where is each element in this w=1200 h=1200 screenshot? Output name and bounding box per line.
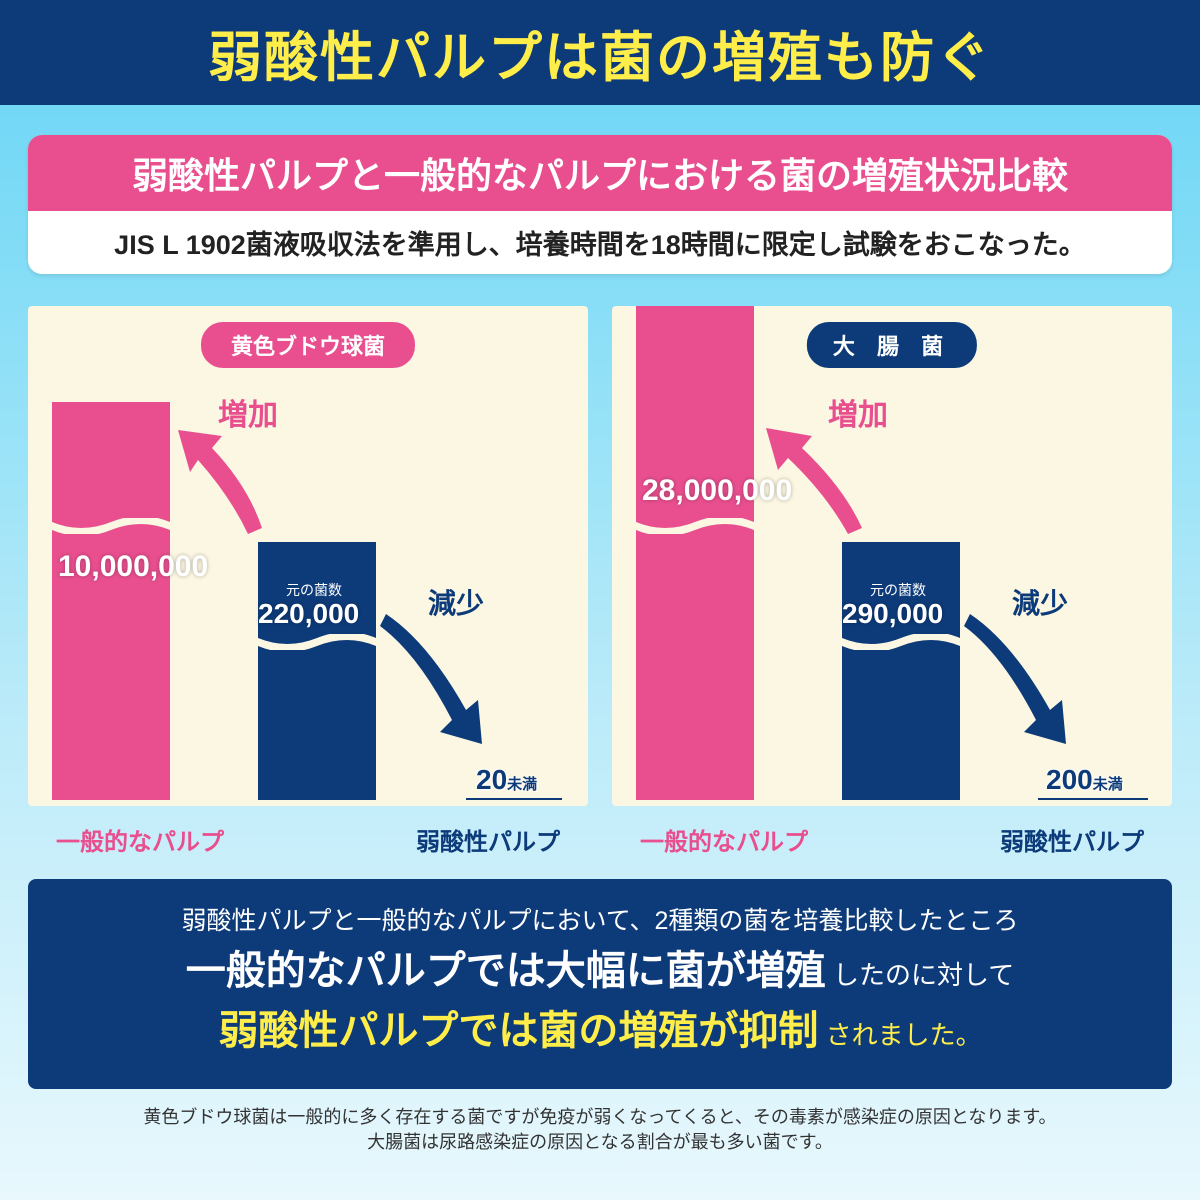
decrease-arrow-icon: [378, 602, 508, 752]
footnote-line1: 黄色ブドウ球菌は一般的に多く存在する菌ですが免疫が弱くなってくると、その毒素が感…: [30, 1105, 1170, 1130]
chart-staph: 黄色ブドウ球菌 10,000,000 元の菌数 220,000 増加 減少: [28, 306, 588, 806]
legend-right: 一般的なパルプ 弱酸性パルプ: [612, 822, 1172, 857]
bar1-value: 10,000,000: [58, 550, 208, 584]
summary-big-white: 一般的なパルプでは大幅に菌が増殖: [186, 949, 826, 993]
chart-ecoli: 大 腸 菌 28,000,000 元の菌数 290,000 増加 減少: [612, 306, 1172, 806]
subtitle-pink: 弱酸性パルプと一般的なパルプにおける菌の増殖状況比較: [28, 135, 1172, 211]
summary-box: 弱酸性パルプと一般的なパルプにおいて、2種類の菌を培養比較したところ 一般的なパ…: [28, 879, 1172, 1089]
subtitle-box: 弱酸性パルプと一般的なパルプにおける菌の増殖状況比較 JIS L 1902菌液吸…: [28, 135, 1172, 274]
increase-arrow-icon: [758, 416, 878, 546]
small-value-r: 200未満: [1046, 764, 1123, 796]
bar-acidic-pulp-staph: 元の菌数 220,000: [258, 542, 376, 800]
legend-general-r: 一般的なパルプ: [640, 822, 808, 857]
legend-row: 一般的なパルプ 弱酸性パルプ 一般的なパルプ 弱酸性パルプ: [0, 810, 1200, 857]
header-banner: 弱酸性パルプは菌の増殖も防ぐ: [0, 0, 1200, 105]
subtitle-methodology: JIS L 1902菌液吸収法を準用し、培養時間を18時間に限定し試験をおこなっ…: [28, 211, 1172, 274]
origin-label-r: 元の菌数: [870, 580, 926, 600]
small-underline-r: [1038, 798, 1148, 800]
bar2-value-r: 290,000: [842, 598, 943, 630]
summary-line2: 一般的なパルプでは大幅に菌が増殖 したのに対して: [54, 941, 1146, 1001]
chart-area-left: 10,000,000 元の菌数 220,000 増加 減少 20未満: [28, 306, 588, 806]
summary-line1: 弱酸性パルプと一般的なパルプにおいて、2種類の菌を培養比較したところ: [54, 903, 1146, 941]
bar2-value: 220,000: [258, 598, 359, 630]
bar-general-pulp-staph: 10,000,000: [52, 402, 170, 800]
small-underline: [466, 798, 562, 800]
bar-acidic-pulp-ecoli: 元の菌数 290,000: [842, 542, 960, 800]
increase-arrow-icon: [170, 416, 280, 546]
chart-area-right: 28,000,000 元の菌数 290,000 増加 減少 200未満: [612, 306, 1172, 806]
summary-mid-yellow: されました。: [818, 1020, 981, 1050]
decrease-arrow-icon: [962, 602, 1092, 752]
legend-acidic: 弱酸性パルプ: [416, 822, 560, 857]
summary-mid-white: したのに対して: [826, 960, 1014, 990]
small-value-suffix-r: 未満: [1093, 776, 1123, 793]
bar-general-pulp-ecoli: 28,000,000: [636, 306, 754, 800]
footnote: 黄色ブドウ球菌は一般的に多く存在する菌ですが免疫が弱くなってくると、その毒素が感…: [0, 1089, 1200, 1155]
footnote-line2: 大腸菌は尿路感染症の原因となる割合が最も多い菌です。: [30, 1130, 1170, 1155]
summary-line3: 弱酸性パルプでは菌の増殖が抑制 されました。: [54, 1001, 1146, 1061]
legend-general: 一般的なパルプ: [56, 822, 224, 857]
charts-row: 黄色ブドウ球菌 10,000,000 元の菌数 220,000 増加 減少: [0, 274, 1200, 810]
origin-label: 元の菌数: [286, 580, 342, 600]
legend-acidic-r: 弱酸性パルプ: [1000, 822, 1144, 857]
header-title: 弱酸性パルプは菌の増殖も防ぐ: [208, 13, 992, 92]
small-value-num: 20: [476, 764, 507, 795]
small-value-num-r: 200: [1046, 764, 1093, 795]
summary-big-yellow: 弱酸性パルプでは菌の増殖が抑制: [218, 1009, 818, 1053]
small-value-suffix: 未満: [507, 776, 537, 793]
legend-left: 一般的なパルプ 弱酸性パルプ: [28, 822, 588, 857]
small-value: 20未満: [476, 764, 537, 796]
